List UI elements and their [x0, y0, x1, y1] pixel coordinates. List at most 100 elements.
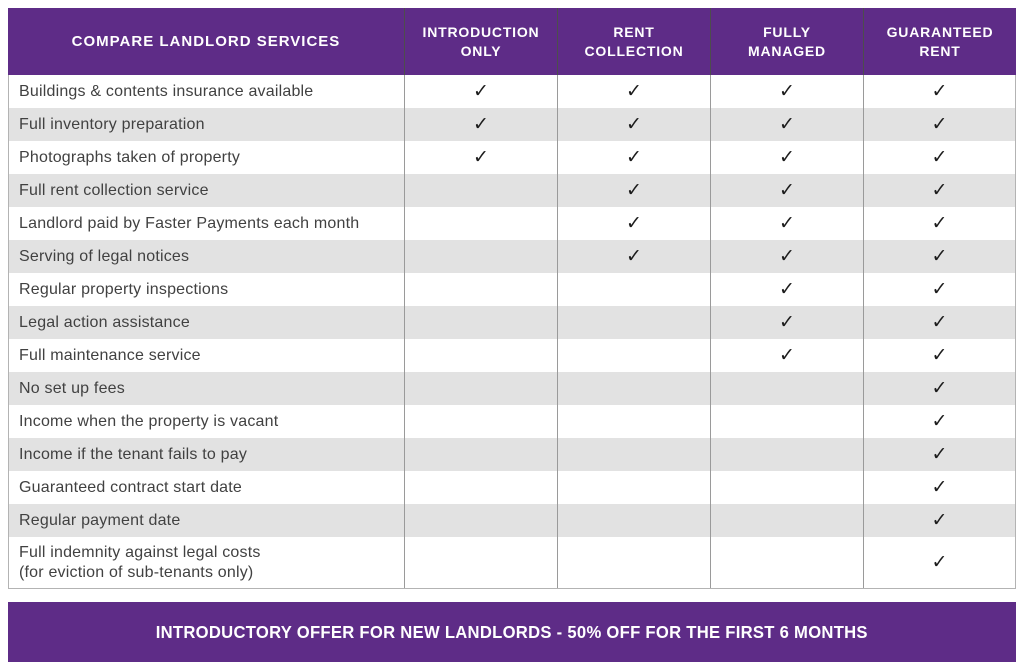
- check-cell: ✓: [710, 108, 863, 141]
- check-cell: ✓: [710, 75, 863, 108]
- check-cell: ✓: [557, 108, 710, 141]
- check-cell: [404, 339, 557, 372]
- check-cell: [404, 504, 557, 537]
- check-cell: ✓: [404, 141, 557, 174]
- check-cell: ✓: [863, 339, 1015, 372]
- check-cell: ✓: [557, 240, 710, 273]
- check-cell: ✓: [863, 438, 1015, 471]
- service-label: Regular payment date: [19, 511, 181, 529]
- check-cell: [557, 438, 710, 471]
- service-label: Regular property inspections: [19, 280, 229, 298]
- check-cell: [404, 174, 557, 207]
- check-cell: [710, 537, 863, 588]
- column-header-fully-managed: FULLY MANAGED: [710, 8, 863, 75]
- check-cell: [404, 207, 557, 240]
- check-cell: ✓: [863, 306, 1015, 339]
- table-row: Legal action assistance ✓ ✓: [9, 306, 1015, 339]
- check-cell: ✓: [863, 240, 1015, 273]
- check-cell: [710, 471, 863, 504]
- check-cell: ✓: [557, 207, 710, 240]
- table-row: Income if the tenant fails to pay ✓: [9, 438, 1015, 471]
- check-cell: [404, 537, 557, 588]
- check-cell: ✓: [863, 207, 1015, 240]
- check-cell: [710, 372, 863, 405]
- table-row: Guaranteed contract start date ✓: [9, 471, 1015, 504]
- service-label: Full rent collection service: [19, 181, 209, 199]
- column-header-rent-collection: RENT COLLECTION: [557, 8, 710, 75]
- offer-banner-text: INTRODUCTORY OFFER FOR NEW LANDLORDS - 5…: [155, 621, 869, 642]
- check-cell: [557, 537, 710, 588]
- check-cell: ✓: [863, 471, 1015, 504]
- check-cell: ✓: [710, 339, 863, 372]
- check-cell: [557, 471, 710, 504]
- table-title: COMPARE LANDLORD SERVICES: [8, 8, 404, 75]
- check-cell: [557, 372, 710, 405]
- check-cell: [404, 471, 557, 504]
- check-cell: [404, 273, 557, 306]
- check-cell: ✓: [404, 75, 557, 108]
- check-cell: ✓: [863, 405, 1015, 438]
- check-cell: [557, 405, 710, 438]
- table-row: Full rent collection service ✓ ✓ ✓: [9, 174, 1015, 207]
- service-label: Serving of legal notices: [19, 247, 190, 265]
- table-body: Buildings & contents insurance available…: [8, 75, 1016, 589]
- service-label: Income when the property is vacant: [19, 412, 279, 430]
- table-row: Income when the property is vacant ✓: [9, 405, 1015, 438]
- service-label: Full indemnity against legal costs (for e…: [19, 543, 261, 581]
- check-cell: ✓: [863, 537, 1015, 588]
- check-cell: ✓: [863, 273, 1015, 306]
- check-cell: [710, 504, 863, 537]
- check-cell: [557, 273, 710, 306]
- check-cell: [404, 372, 557, 405]
- column-header-introduction-only: INTRODUCTION ONLY: [404, 8, 557, 75]
- column-header-guaranteed-rent: GUARANTEED RENT: [863, 8, 1016, 75]
- offer-banner: INTRODUCTORY OFFER FOR NEW LANDLORDS - 5…: [8, 602, 1016, 662]
- check-cell: [404, 438, 557, 471]
- service-label: Photographs taken of property: [19, 148, 241, 166]
- check-cell: [710, 438, 863, 471]
- service-label: Full inventory preparation: [19, 115, 205, 133]
- check-cell: ✓: [557, 141, 710, 174]
- service-label: No set up fees: [19, 379, 125, 397]
- check-cell: [404, 405, 557, 438]
- check-cell: ✓: [404, 108, 557, 141]
- table-row: Landlord paid by Faster Payments each mo…: [9, 207, 1015, 240]
- table-row: Full indemnity against legal costs (for e…: [9, 537, 1015, 588]
- service-label: Legal action assistance: [19, 313, 190, 331]
- service-label: Landlord paid by Faster Payments each mo…: [19, 214, 360, 232]
- check-cell: ✓: [557, 174, 710, 207]
- table-row: Full inventory preparation ✓ ✓ ✓ ✓: [9, 108, 1015, 141]
- check-cell: ✓: [863, 174, 1015, 207]
- table-header-row: COMPARE LANDLORD SERVICES INTRODUCTION O…: [8, 8, 1016, 75]
- service-label: Buildings & contents insurance available: [19, 82, 314, 100]
- check-cell: ✓: [863, 75, 1015, 108]
- table-row: Regular payment date ✓: [9, 504, 1015, 537]
- check-cell: [557, 306, 710, 339]
- check-cell: ✓: [863, 108, 1015, 141]
- service-label: Guaranteed contract start date: [19, 478, 243, 496]
- check-cell: [557, 504, 710, 537]
- check-cell: [710, 405, 863, 438]
- check-cell: ✓: [710, 174, 863, 207]
- check-cell: ✓: [710, 240, 863, 273]
- check-cell: ✓: [710, 207, 863, 240]
- check-cell: [557, 339, 710, 372]
- table-row: Regular property inspections ✓ ✓: [9, 273, 1015, 306]
- table-row: Serving of legal notices ✓ ✓ ✓: [9, 240, 1015, 273]
- check-cell: ✓: [710, 141, 863, 174]
- check-cell: [404, 306, 557, 339]
- check-cell: ✓: [863, 504, 1015, 537]
- service-label: Income if the tenant fails to pay: [19, 445, 248, 463]
- check-cell: ✓: [863, 141, 1015, 174]
- check-cell: ✓: [710, 306, 863, 339]
- check-cell: ✓: [863, 372, 1015, 405]
- check-cell: [404, 240, 557, 273]
- table-row: No set up fees ✓: [9, 372, 1015, 405]
- table-row: Full maintenance service ✓ ✓: [9, 339, 1015, 372]
- landlord-services-table: COMPARE LANDLORD SERVICES INTRODUCTION O…: [8, 8, 1016, 589]
- table-row: Buildings & contents insurance available…: [9, 75, 1015, 108]
- table-row: Photographs taken of property ✓ ✓ ✓ ✓: [9, 141, 1015, 174]
- service-label: Full maintenance service: [19, 346, 201, 364]
- check-cell: ✓: [557, 75, 710, 108]
